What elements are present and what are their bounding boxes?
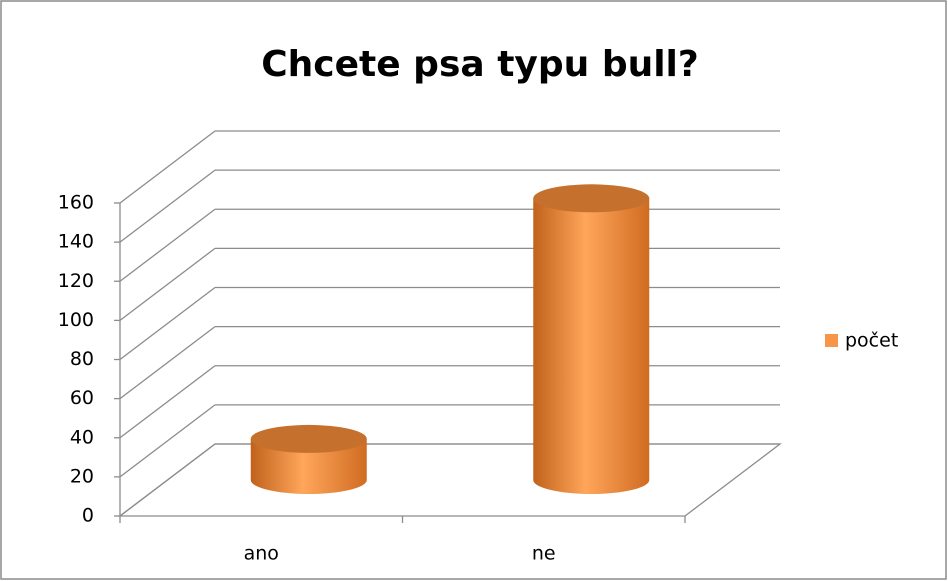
grid-line [119, 365, 216, 439]
grid-line [119, 326, 216, 400]
grid-line [119, 443, 216, 517]
bar-body [533, 198, 650, 495]
y-tick-label: 100 [58, 309, 94, 331]
x-tick-label: ne [532, 543, 556, 565]
bar-top [250, 424, 367, 453]
grid-line [119, 247, 216, 321]
bar-top [533, 184, 650, 213]
bar [250, 424, 367, 495]
bar-body [250, 438, 367, 495]
grid-line [119, 404, 216, 478]
y-tick-label: 40 [70, 426, 94, 448]
x-tick-label: ano [244, 543, 279, 565]
y-tick-label: 60 [70, 387, 94, 409]
grid-line [119, 130, 216, 204]
y-tick-label: 140 [58, 231, 94, 253]
y-tick-label: 160 [58, 192, 94, 214]
y-tick-label: 120 [58, 270, 94, 292]
y-tick-label: 0 [82, 505, 94, 527]
bar [533, 184, 650, 495]
legend-swatch [825, 334, 838, 347]
grid-line [119, 286, 216, 361]
legend-label: počet [845, 330, 898, 352]
grid-line [119, 169, 216, 243]
grid-line [119, 208, 216, 282]
chart-title: Chcete psa typu bull? [261, 44, 699, 85]
y-tick-label: 80 [70, 348, 94, 370]
y-tick-label: 20 [70, 465, 94, 487]
